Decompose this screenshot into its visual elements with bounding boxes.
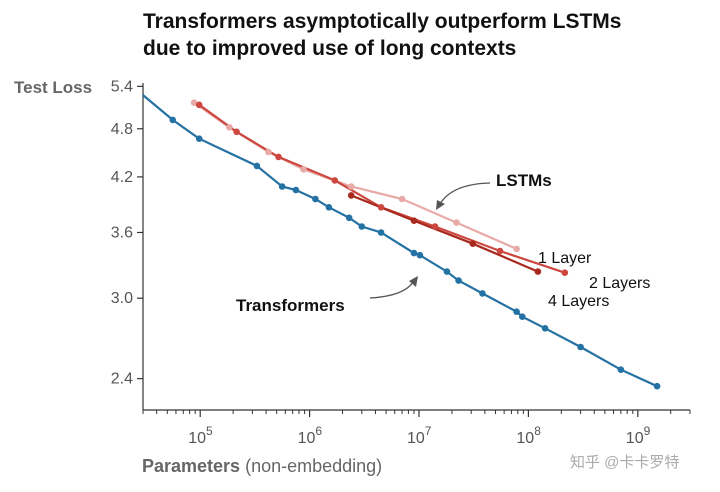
data-point-transformers <box>292 186 300 194</box>
series-lines <box>142 94 658 388</box>
data-point-transformers <box>169 116 176 124</box>
data-point-1-layer <box>453 219 460 226</box>
data-point-transformers <box>577 343 584 351</box>
annotation-lstms-arrow <box>439 182 491 205</box>
watermark: 知乎 @卡卡罗特 <box>570 454 679 471</box>
data-point-transformers <box>195 135 203 142</box>
data-point-transformers <box>345 214 353 222</box>
label-4-layers: 4 Layers <box>548 293 609 310</box>
data-point-4-layers <box>534 268 542 275</box>
data-point-transformers <box>325 204 333 211</box>
data-point-transformers <box>519 313 526 321</box>
tick-marks: 5.4 4.8 4.2 3.6 3.0 2.4 105 106 107 108 109 <box>111 78 691 447</box>
data-point-transformers <box>278 183 286 190</box>
label-1-layer: 1 Layer <box>538 250 592 267</box>
series-line-2-layers <box>198 103 566 274</box>
y-tick-label: 4.2 <box>111 169 133 186</box>
data-point-transformers <box>513 308 520 316</box>
x-axis-label-bold: Parameters <box>142 456 240 476</box>
data-point-2-layers <box>275 153 282 161</box>
data-point-transformers <box>377 229 385 236</box>
data-point-transformers <box>455 277 462 284</box>
data-point-4-layers <box>347 192 355 199</box>
data-point-1-layer <box>190 99 198 106</box>
data-point-2-layers <box>233 128 240 136</box>
y-tick-label: 5.4 <box>111 78 133 95</box>
series-line-1-layer <box>193 101 518 250</box>
data-point-2-layers <box>195 101 203 109</box>
data-point-1-layer <box>226 124 233 131</box>
y-axis-label: Test Loss <box>14 78 92 97</box>
annotation-transformers-arrow <box>369 281 414 299</box>
data-point-transformers <box>416 251 424 259</box>
y-tick-label: 3.0 <box>111 290 133 307</box>
data-point-transformers <box>312 195 319 203</box>
x-axis-label-rest: (non-embedding) <box>240 456 382 476</box>
x-axis-label: Parameters (non-embedding) <box>142 456 382 476</box>
data-point-transformers <box>358 223 366 230</box>
x-tick-label: 108 <box>516 424 541 447</box>
y-tick-label: 4.8 <box>111 121 133 138</box>
data-point-1-layer <box>347 183 355 190</box>
annotation-transformers: Transformers <box>236 296 345 315</box>
y-tick-label: 2.4 <box>111 371 133 388</box>
data-point-2-layers <box>331 177 339 184</box>
data-point-transformers <box>541 325 549 332</box>
data-point-4-layers <box>410 217 418 224</box>
axes <box>142 83 690 411</box>
data-point-transformers <box>653 382 661 390</box>
data-point-1-layer <box>265 148 272 156</box>
data-point-1-layer <box>398 195 406 203</box>
series-points <box>169 99 661 390</box>
annotation-transformers-arrowhead <box>409 276 418 287</box>
data-point-transformers <box>479 290 486 297</box>
data-point-transformers <box>443 268 451 275</box>
chart-title: Transformers asymptotically outperform L… <box>143 8 703 62</box>
series-line-transformers <box>142 94 658 388</box>
x-tick-label: 107 <box>407 424 432 447</box>
chart-title-line-2: due to improved use of long contexts <box>143 37 517 60</box>
data-point-1-layer <box>300 166 307 173</box>
data-point-1-layer <box>513 245 520 253</box>
data-point-2-layers <box>496 247 504 255</box>
annotation-lstms: LSTMs <box>496 171 552 190</box>
x-tick-label: 106 <box>298 424 323 447</box>
x-tick-label: 105 <box>188 424 213 447</box>
data-point-4-layers <box>469 240 477 247</box>
data-point-2-layers <box>431 223 439 230</box>
chart-title-line-1: Transformers asymptotically outperform L… <box>143 10 622 33</box>
data-point-transformers <box>410 249 418 257</box>
data-point-2-layers <box>377 204 385 211</box>
label-2-layers: 2 Layers <box>589 275 650 292</box>
x-tick-label: 109 <box>626 424 651 447</box>
data-point-transformers <box>617 366 625 374</box>
data-point-transformers <box>253 162 261 170</box>
data-point-2-layers <box>561 269 569 277</box>
y-tick-label: 3.6 <box>111 224 133 241</box>
annotation-lstms-arrowhead <box>436 200 445 210</box>
